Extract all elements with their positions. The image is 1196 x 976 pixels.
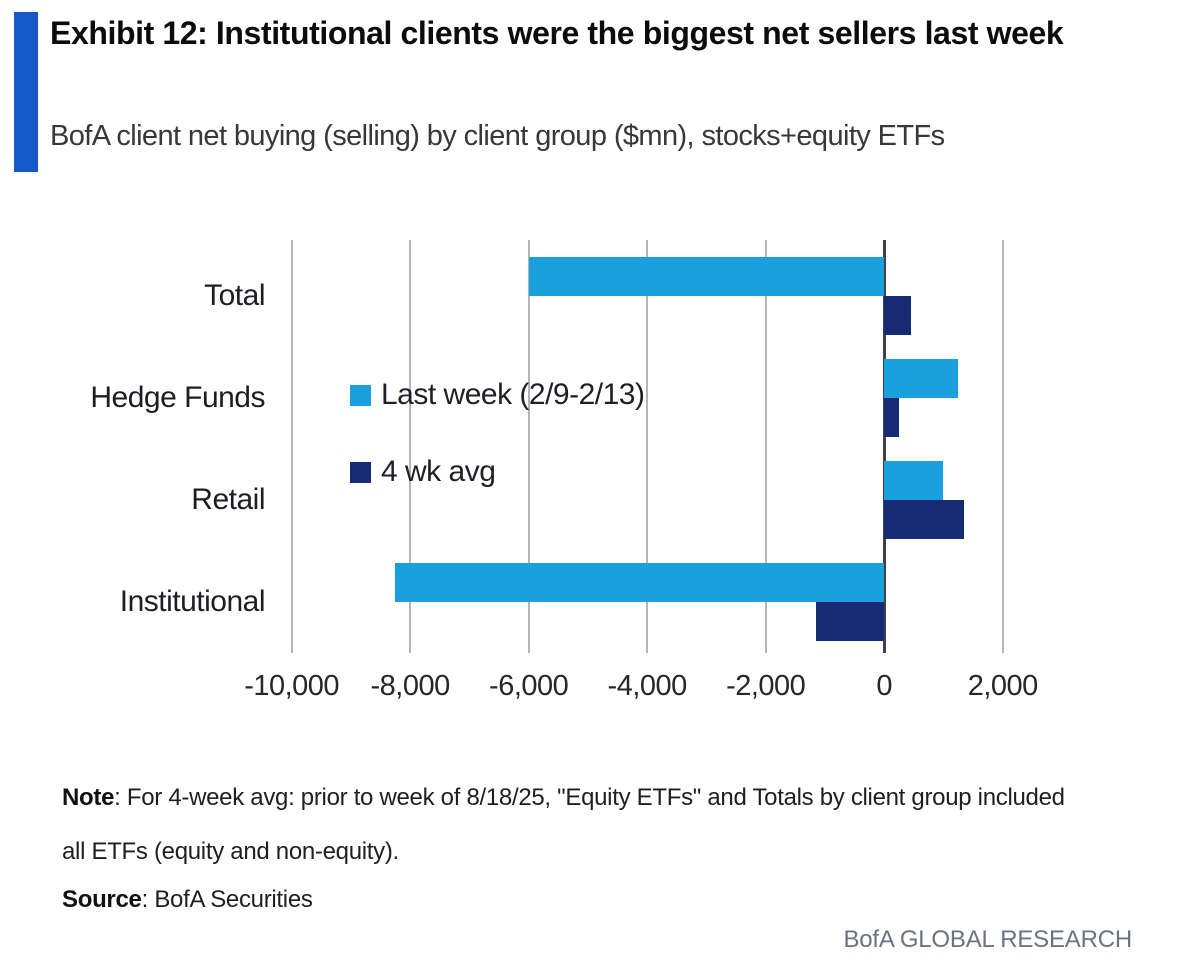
legend-swatch-icon	[350, 461, 371, 483]
x-tick--6000: -6,000	[489, 670, 569, 702]
source-text: : BofA Securities	[141, 886, 313, 913]
bar-4-wk-avg-institutional	[816, 602, 885, 641]
x-tick--2000: -2,000	[726, 670, 806, 702]
bar-4-wk-avg-total	[884, 296, 911, 335]
bar-4-wk-avg-retail	[884, 500, 965, 539]
gridline--4000	[646, 240, 649, 653]
chart-subtitle: BofA client net buying (selling) by clie…	[50, 120, 945, 152]
zero-axis-line	[882, 240, 886, 653]
bofa-global-research-brand: BofA GLOBAL RESEARCH	[843, 926, 1132, 953]
category-label-total: Total	[204, 279, 265, 312]
x-tick--4000: -4,000	[607, 670, 688, 702]
note-line-2: all ETFs (equity and non-equity).	[62, 838, 399, 865]
source-label: Source	[62, 886, 142, 913]
x-tick-0: 0	[876, 670, 893, 702]
category-label-retail: Retail	[191, 483, 265, 516]
bar-last-week-2-9-2-13-total	[528, 257, 885, 296]
legend-label: Last week (2/9-2/13)	[381, 378, 645, 411]
gridline--10000	[290, 240, 293, 653]
bar-chart-plot-area	[262, 240, 1062, 653]
bar-last-week-2-9-2-13-institutional	[395, 563, 885, 602]
note-text: : For 4-week avg: prior to week of 8/18/…	[114, 784, 1065, 811]
exhibit-title: Exhibit 12: Institutional clients were t…	[50, 15, 1064, 51]
category-label-institutional: Institutional	[119, 585, 266, 618]
legend-label: 4 wk avg	[381, 455, 496, 488]
legend-item-last-week-2-9-2-13: Last week (2/9-2/13)	[350, 375, 645, 415]
legend-swatch-icon	[350, 384, 371, 406]
bar-last-week-2-9-2-13-retail	[884, 461, 944, 500]
category-label-hedge-funds: Hedge Funds	[90, 381, 265, 414]
x-tick--10000: -10,000	[244, 670, 340, 702]
legend-item-4-wk-avg: 4 wk avg	[350, 452, 496, 492]
note-line-1: Note: For 4-week avg: prior to week of 8…	[62, 784, 1065, 812]
x-tick-2000: 2,000	[967, 670, 1039, 702]
bar-last-week-2-9-2-13-hedge-funds	[884, 359, 959, 398]
source-line: Source: BofA Securities	[62, 886, 313, 914]
gridline-2000	[1001, 240, 1004, 653]
note-label: Note	[62, 784, 115, 811]
x-tick--8000: -8,000	[370, 670, 451, 702]
gridline--8000	[409, 240, 412, 653]
gridline--6000	[527, 240, 530, 653]
bar-4-wk-avg-hedge-funds	[884, 398, 900, 437]
gridline--2000	[764, 240, 767, 653]
accent-bar	[14, 12, 38, 172]
